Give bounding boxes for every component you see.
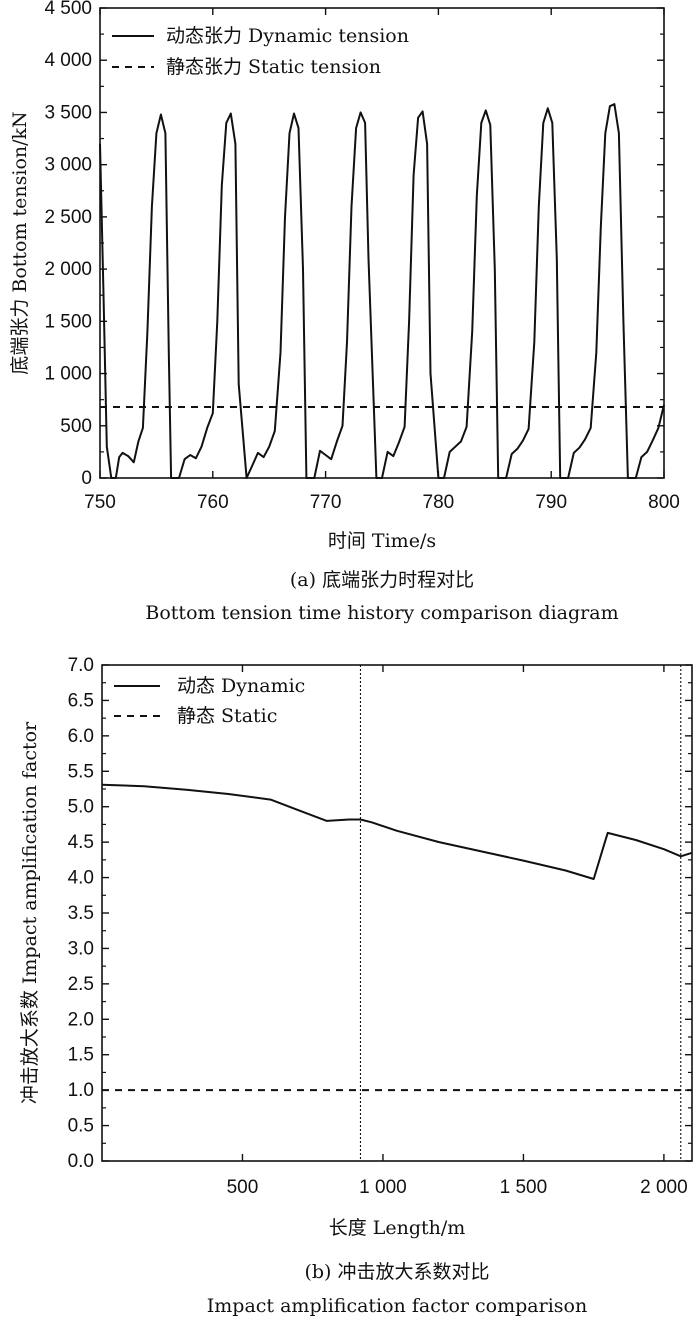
x-tick-label: 790 — [535, 492, 567, 513]
y-tick-label: 3 000 — [44, 155, 92, 176]
legend-a: 动态张力 Dynamic tension 静态张力 Static tension — [112, 25, 409, 78]
y-tick-label: 4.5 — [68, 832, 94, 853]
caption-b-line2: Impact amplification factor comparison — [207, 1295, 587, 1317]
axis-ticks-b: 500 1 000 1 500 2 000 0.0 0.5 1.0 1.5 2.0 2.5 3.0 3… — [68, 655, 692, 1198]
y-tick-label: 0 — [81, 468, 92, 489]
y-axis-label-a: 底端张力 Bottom tension/kN — [9, 111, 31, 374]
y-tick-label: 0.0 — [68, 1151, 94, 1172]
legend-b-dynamic-label: 动态 Dynamic — [177, 675, 305, 697]
x-tick-label: 800 — [648, 492, 680, 513]
chart-b: 500 1 000 1 500 2 000 0.0 0.5 1.0 1.5 2.0 2.5 3.0 3… — [19, 655, 693, 1317]
caption-a-line1: (a) 底端张力时程对比 — [290, 569, 474, 591]
series-b — [101, 665, 693, 1161]
plot-frame-b — [101, 664, 693, 1162]
dynamic-series-line-1 — [101, 783, 693, 880]
y-tick-label: 3 500 — [44, 102, 92, 123]
y-tick-label: 1.0 — [68, 1080, 94, 1101]
series-a — [99, 103, 665, 479]
x-tick-label: 770 — [310, 492, 342, 513]
x-tick-label: 760 — [197, 492, 229, 513]
y-tick-label: 3.0 — [68, 938, 94, 959]
y-tick-label: 3.5 — [68, 903, 94, 924]
dynamic-series-line-0 — [99, 103, 665, 479]
y-tick-label: 500 — [60, 416, 92, 437]
caption-a-line2: Bottom tension time history comparison d… — [145, 602, 618, 624]
y-tick-label: 4 000 — [44, 50, 92, 71]
legend-b-static-label: 静态 Static — [177, 705, 277, 727]
axis-ticks-a: 750 760 770 780 790 800 0 500 1 000 1 500 2 000 2 5… — [44, 0, 679, 513]
x-tick-label: 1 500 — [500, 1177, 548, 1198]
x-tick-label: 500 — [227, 1177, 259, 1198]
y-axis-label-b: 冲击放大系数 Impact amplification factor — [19, 721, 41, 1104]
y-tick-label: 1 000 — [44, 364, 92, 385]
chart-a: 750 760 770 780 790 800 0 500 1 000 1 500 2 000 2 5… — [9, 0, 680, 624]
legend-b: 动态 Dynamic 静态 Static — [114, 675, 305, 727]
caption-b-line1: (b) 冲击放大系数对比 — [304, 1261, 489, 1283]
y-tick-label: 4 500 — [44, 0, 92, 19]
x-tick-label: 2 000 — [640, 1177, 688, 1198]
y-tick-label: 2.0 — [68, 1009, 94, 1030]
y-tick-label: 4.0 — [68, 868, 94, 889]
legend-a-static-label: 静态张力 Static tension — [166, 56, 381, 78]
y-tick-label: 0.5 — [68, 1116, 94, 1137]
x-axis-label-b: 长度 Length/m — [329, 1217, 466, 1239]
y-tick-label: 5.5 — [68, 761, 94, 782]
y-tick-label: 2 000 — [44, 259, 92, 280]
legend-a-dynamic-label: 动态张力 Dynamic tension — [166, 25, 409, 47]
y-tick-label: 2 500 — [44, 207, 92, 228]
x-tick-label: 750 — [84, 492, 116, 513]
y-tick-label: 2.5 — [68, 974, 94, 995]
x-tick-label: 780 — [423, 492, 455, 513]
x-axis-label-a: 时间 Time/s — [328, 530, 436, 552]
y-tick-label: 6.5 — [68, 690, 94, 711]
y-tick-label: 1.5 — [68, 1045, 94, 1066]
y-tick-label: 1 500 — [44, 311, 92, 332]
y-tick-label: 6.0 — [68, 726, 94, 747]
x-tick-label: 1 000 — [359, 1177, 407, 1198]
y-tick-label: 5.0 — [68, 797, 94, 818]
y-tick-label: 7.0 — [68, 655, 94, 676]
